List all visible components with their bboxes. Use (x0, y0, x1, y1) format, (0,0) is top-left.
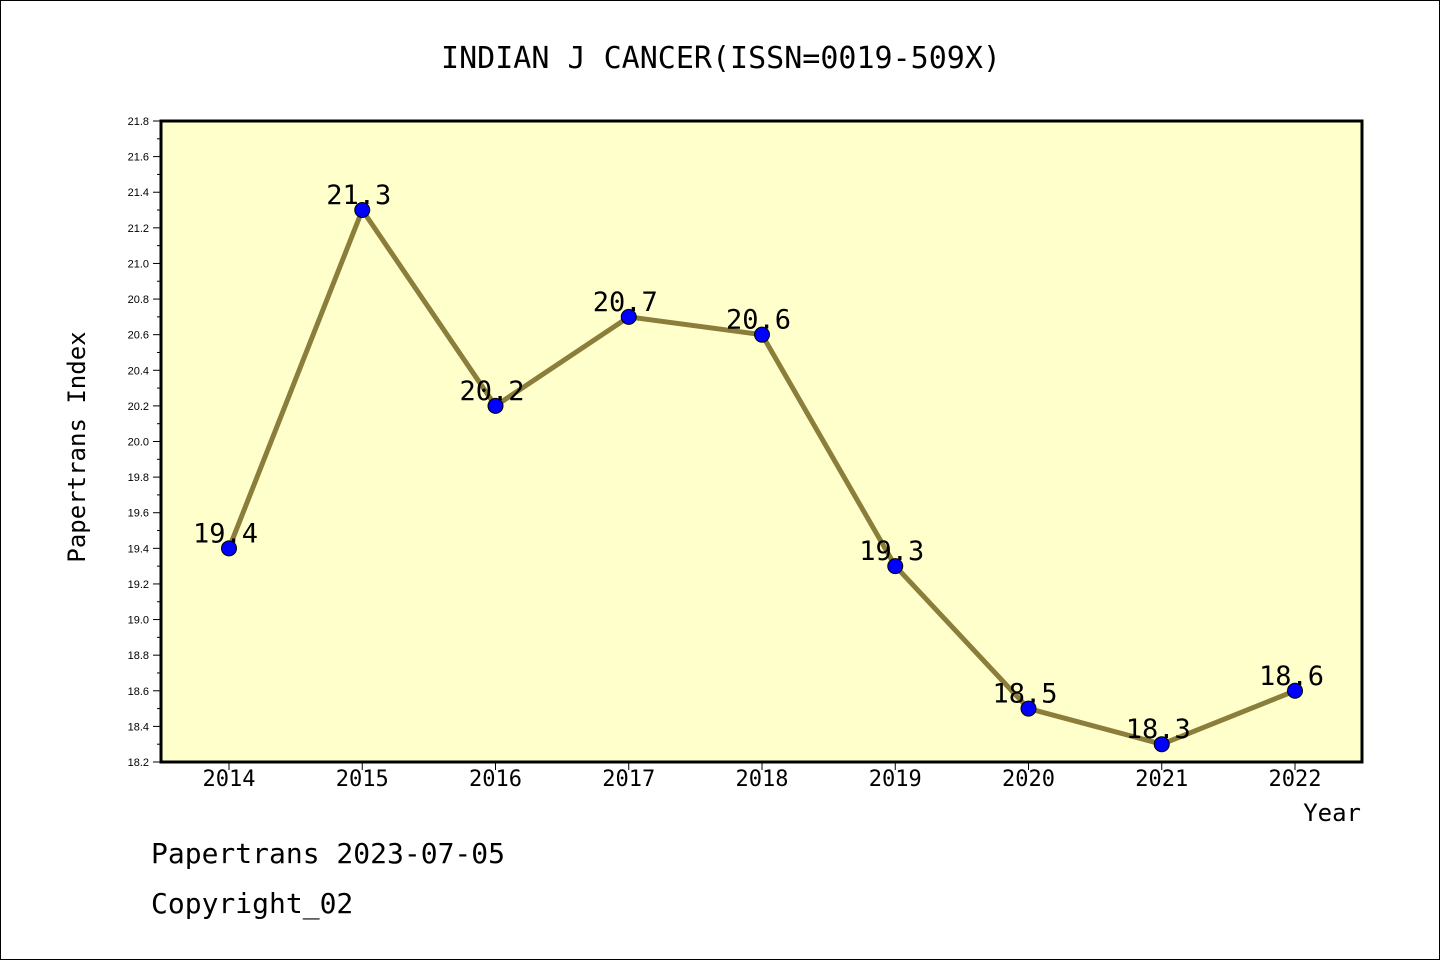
data-label: 19.3 (859, 536, 924, 567)
data-label: 20.6 (726, 305, 791, 336)
data-markers (221, 202, 1303, 753)
data-label: 18.5 (993, 679, 1058, 710)
y-tick-label: 18.2 (128, 757, 149, 769)
data-label: 20.2 (460, 376, 525, 407)
x-tick-label: 2019 (869, 767, 922, 792)
data-point (1287, 682, 1303, 699)
y-axis: 18.2 18.4 18.6 18.8 19.0 19.2 19.4 19.6 19.8 20.0… (128, 116, 161, 769)
data-point (354, 202, 371, 219)
data-label: 18.3 (1126, 714, 1191, 745)
y-tick-label: 21.2 (128, 223, 149, 235)
x-axis: 2014 2015 2016 2017 2018 2019 2020 2021 2022 (203, 762, 1322, 792)
data-point (1153, 736, 1170, 753)
data-point (1020, 700, 1037, 717)
x-tick-label: 2018 (736, 767, 789, 792)
data-label: 21.3 (326, 180, 391, 211)
y-tick-label: 21.0 (128, 258, 149, 270)
y-tick-label: 20.0 (128, 437, 149, 449)
data-labels: 19.4 21.3 20.2 20.7 20.6 19.3 18.5 18.3 18.6 (193, 180, 1324, 745)
data-point (487, 397, 504, 414)
y-tick-label: 19.2 (128, 579, 149, 591)
x-tick-label: 2021 (1135, 767, 1188, 792)
data-point (754, 326, 770, 343)
y-axis-label: Papertrans Index (63, 331, 91, 562)
y-tick-label: 19.6 (128, 508, 149, 520)
x-axis-label: Year (1303, 799, 1361, 827)
y-tick-label: 20.4 (128, 365, 149, 377)
data-point (887, 558, 904, 575)
y-tick-label: 20.6 (128, 330, 149, 342)
x-tick-label: 2016 (469, 767, 522, 792)
y-tick-label: 18.4 (128, 721, 149, 733)
y-tick-label: 21.4 (128, 187, 149, 199)
footer-source: Papertrans 2023-07-05 (151, 837, 506, 870)
data-label: 18.6 (1259, 661, 1324, 692)
data-point (620, 308, 637, 325)
data-label: 19.4 (193, 518, 258, 549)
x-tick-label: 2014 (203, 767, 256, 792)
x-tick-label: 2017 (602, 767, 655, 792)
y-tick-label: 21.6 (128, 152, 149, 164)
x-tick-label: 2015 (336, 767, 389, 792)
y-tick-label: 20.2 (128, 401, 149, 413)
x-tick-label: 2020 (1002, 767, 1055, 792)
y-tick-label: 19.0 (128, 615, 149, 627)
x-tick-label: 2022 (1269, 767, 1322, 792)
plot-area (159, 119, 1364, 764)
y-tick-label: 19.4 (128, 543, 149, 555)
y-tick-label: 18.8 (128, 650, 149, 662)
chart-title: INDIAN J CANCER(ISSN=0019-509X) (441, 41, 1001, 76)
data-point (221, 540, 237, 557)
y-tick-label: 21.8 (128, 116, 149, 128)
footer-copyright: Copyright_02 (151, 887, 354, 920)
y-tick-label: 19.8 (128, 472, 149, 484)
y-tick-label: 20.8 (128, 294, 149, 306)
data-label: 20.7 (593, 287, 658, 318)
y-tick-label: 18.6 (128, 686, 149, 698)
